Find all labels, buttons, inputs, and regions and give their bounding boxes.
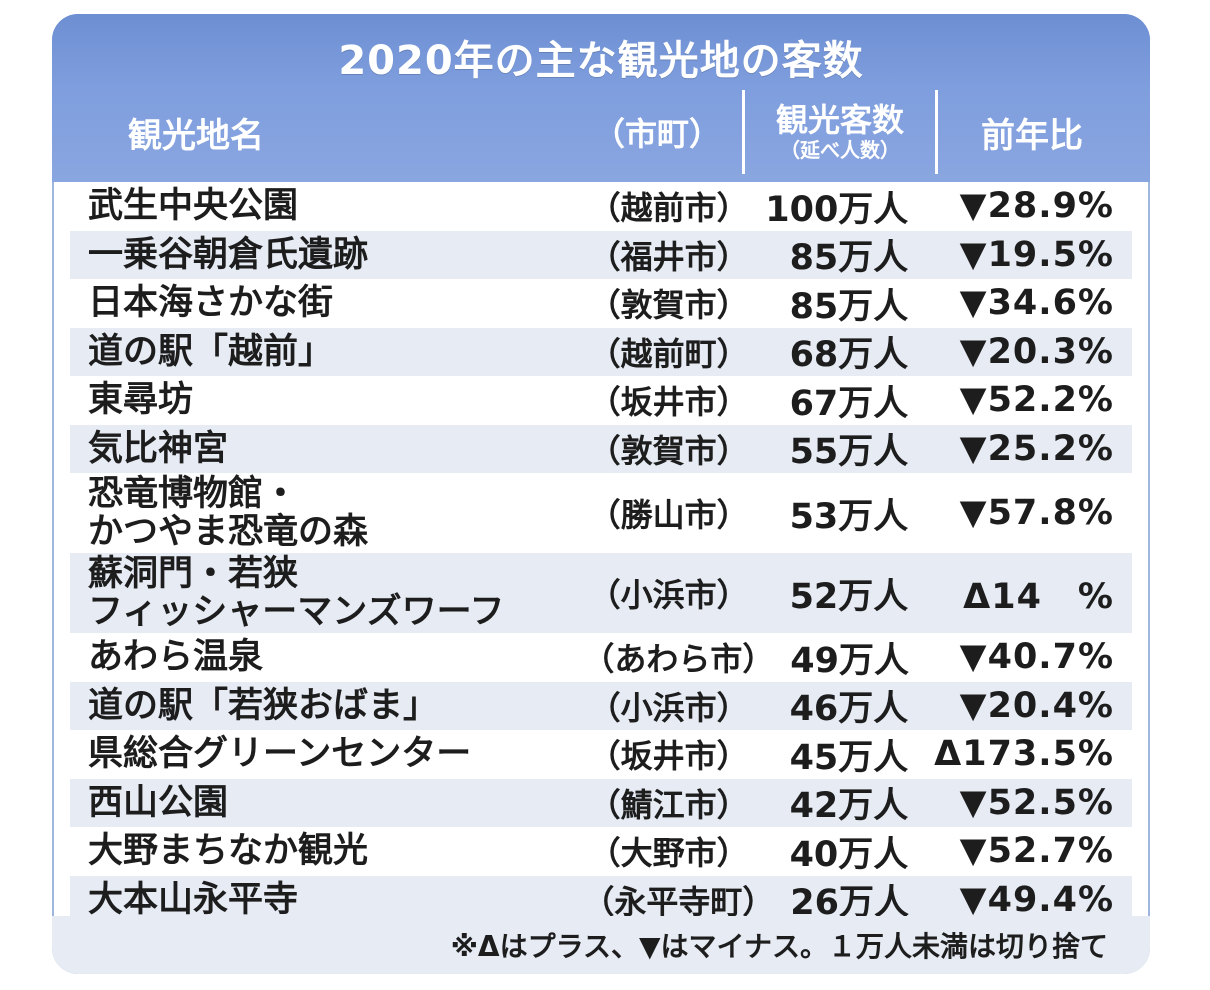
attraction-name-line: 蘇洞門・若狭 [88, 554, 299, 594]
table-row: 気比神宮 （敦賀市） 55万人 ▼25.2% [70, 424, 1132, 473]
cell-yoy-ratio: ▼57.8% [959, 493, 1114, 533]
table-row: 日本海さかな街 （敦賀市） 85万人 ▼34.6% [70, 279, 1132, 328]
cell-attraction-name: あわら温泉 [70, 638, 582, 676]
cell-attraction-name: 一乗谷朝倉氏遺跡 [70, 236, 584, 274]
table-row: 武生中央公園 （越前市） 100万人 ▼28.9% [70, 182, 1132, 231]
cell-city: （敦賀市） [588, 431, 749, 470]
cell-visitor-count: 45万人 [789, 737, 909, 778]
cell-visitor-count: 67万人 [789, 383, 909, 424]
table-row: 東尋坊 （坂井市） 67万人 ▼52.2% [70, 376, 1132, 425]
cell-city: （坂井市） [588, 737, 749, 776]
cell-attraction-name: 武生中央公園 [70, 187, 584, 225]
cell-visitor-count: 85万人 [789, 286, 909, 327]
cell-city: （越前町） [588, 334, 749, 373]
attraction-name-line: 道の駅「若狭おばま」 [88, 685, 439, 726]
cell-yoy-ratio: ▼28.9% [959, 186, 1114, 227]
cell-visitor-count: 46万人 [789, 689, 909, 730]
cell-attraction-name: 気比神宮 [70, 430, 584, 468]
cell-visitor-count: 40万人 [789, 834, 909, 875]
cell-visitor-count: 55万人 [789, 432, 909, 473]
attraction-name-line: フィッシャーマンズワーフ [88, 592, 505, 632]
cell-attraction-name: 道の駅「若狭おばま」 [70, 687, 584, 725]
attraction-name-line: 東尋坊 [88, 380, 194, 421]
cell-city: （敦賀市） [588, 286, 749, 325]
cell-visitor-count: 85万人 [789, 238, 909, 279]
table-body: 武生中央公園 （越前市） 100万人 ▼28.9% 一乗谷朝倉氏遺跡 （福井市） 85万人 ▼… [70, 182, 1132, 924]
cell-city: （福井市） [588, 237, 749, 276]
cell-attraction-name: 西山公園 [70, 784, 584, 822]
cell-yoy-ratio: ▼52.7% [959, 831, 1114, 872]
cell-yoy-ratio: ▼20.4% [959, 685, 1114, 726]
cell-city: （勝山市） [588, 496, 749, 534]
cell-attraction-name: 道の駅「越前」 [70, 333, 584, 371]
header-count: 観光客数 （延べ人数） [742, 90, 938, 174]
cell-city: （小浜市） [588, 688, 749, 727]
table-row: 県総合グリーンセンター （坂井市） 45万人 Δ173.5% [70, 730, 1132, 779]
cell-yoy-ratio: ▼34.6% [959, 283, 1114, 324]
cell-visitor-count: 42万人 [789, 786, 909, 827]
table-row: 道の駅「越前」 （越前町） 68万人 ▼20.3% [70, 327, 1132, 376]
cell-attraction-name: 蘇洞門・若狭 フィッシャーマンズワーフ [70, 555, 584, 631]
header-name: 観光地名 [128, 115, 264, 156]
table-title: 2020年の主な観光地の客数 [338, 38, 864, 84]
attraction-name-line: 武生中央公園 [88, 186, 299, 227]
table-header-band: 2020年の主な観光地の客数 観光地名 （市町） 観光客数 （延べ人数） 前年比 [52, 14, 1150, 182]
attraction-name-line: 気比神宮 [88, 428, 229, 469]
cell-city: （坂井市） [588, 383, 749, 422]
cell-visitor-count: 68万人 [789, 335, 909, 376]
cell-attraction-name: 大野まちなか観光 [70, 832, 584, 870]
cell-attraction-name: 恐竜博物館・ かつやま恐竜の森 [70, 475, 584, 551]
cell-attraction-name: 大本山永平寺 [70, 881, 582, 919]
header-count-sub: （延べ人数） [780, 138, 900, 162]
header-city: （市町） [592, 115, 721, 153]
cell-yoy-ratio: Δ14 % [963, 576, 1114, 617]
cell-attraction-name: 日本海さかな街 [70, 284, 584, 322]
header-ratio: 前年比 [981, 115, 1083, 156]
cell-visitor-count: 49万人 [790, 640, 909, 681]
table-row: 大本山永平寺 （永平寺町） 26万人 ▼49.4% [70, 875, 1132, 924]
cell-city: （越前市） [588, 189, 749, 228]
cell-city: （あわら市） [582, 640, 775, 679]
table-row: 西山公園 （鯖江市） 42万人 ▼52.5% [70, 778, 1132, 827]
header-count-main: 観光客数 [775, 101, 904, 139]
cell-city: （鯖江市） [588, 785, 749, 824]
table-row: 恐竜博物館・ かつやま恐竜の森 （勝山市） 53万人 ▼57.8% [70, 473, 1132, 553]
attraction-name-line: 恐竜博物館・ [88, 474, 299, 514]
cell-yoy-ratio: ▼25.2% [959, 428, 1114, 469]
attraction-name-line: かつやま恐竜の森 [88, 512, 369, 552]
cell-city: （大野市） [588, 834, 749, 873]
attraction-name-line: あわら温泉 [88, 637, 264, 678]
attraction-name-line: 大本山永平寺 [88, 879, 299, 920]
cell-visitor-count: 100万人 [765, 189, 909, 230]
attraction-name-line: 大野まちなか観光 [88, 831, 369, 872]
cell-visitor-count: 53万人 [789, 496, 909, 537]
cell-yoy-ratio: ▼52.5% [959, 782, 1114, 823]
cell-yoy-ratio: ▼19.5% [959, 234, 1114, 275]
cell-city: （永平寺町） [582, 882, 775, 921]
stats-table-panel: 2020年の主な観光地の客数 観光地名 （市町） 観光客数 （延べ人数） 前年比… [52, 14, 1150, 974]
footnote: ※Δはプラス、▼はマイナス。１万人未満は切り捨て [450, 930, 1108, 963]
table-row: 蘇洞門・若狭 フィッシャーマンズワーフ （小浜市） 52万人 Δ14 % [70, 553, 1132, 633]
attraction-name-line: 西山公園 [88, 782, 229, 823]
footer-band [52, 916, 1150, 974]
attraction-name-line: 日本海さかな街 [88, 283, 334, 324]
attraction-name-line: 一乗谷朝倉氏遺跡 [88, 234, 369, 275]
cell-attraction-name: 東尋坊 [70, 381, 584, 419]
attraction-name-line: 道の駅「越前」 [88, 331, 334, 372]
table-row: 一乗谷朝倉氏遺跡 （福井市） 85万人 ▼19.5% [70, 230, 1132, 279]
table-row: あわら温泉 （あわら市） 49万人 ▼40.7% [70, 633, 1132, 682]
cell-visitor-count: 52万人 [789, 576, 909, 617]
cell-city: （小浜市） [588, 576, 749, 614]
cell-yoy-ratio: ▼40.7% [959, 637, 1115, 678]
cell-attraction-name: 県総合グリーンセンター [70, 735, 584, 773]
table-row: 大野まちなか観光 （大野市） 40万人 ▼52.7% [70, 827, 1132, 876]
cell-yoy-ratio: ▼52.2% [959, 380, 1114, 421]
cell-yoy-ratio: ▼20.3% [959, 331, 1114, 372]
table-row: 道の駅「若狭おばま」 （小浜市） 46万人 ▼20.4% [70, 681, 1132, 730]
attraction-name-line: 県総合グリーンセンター [88, 734, 472, 775]
cell-yoy-ratio: Δ173.5% [934, 734, 1114, 775]
cell-yoy-ratio: ▼49.4% [959, 879, 1115, 920]
